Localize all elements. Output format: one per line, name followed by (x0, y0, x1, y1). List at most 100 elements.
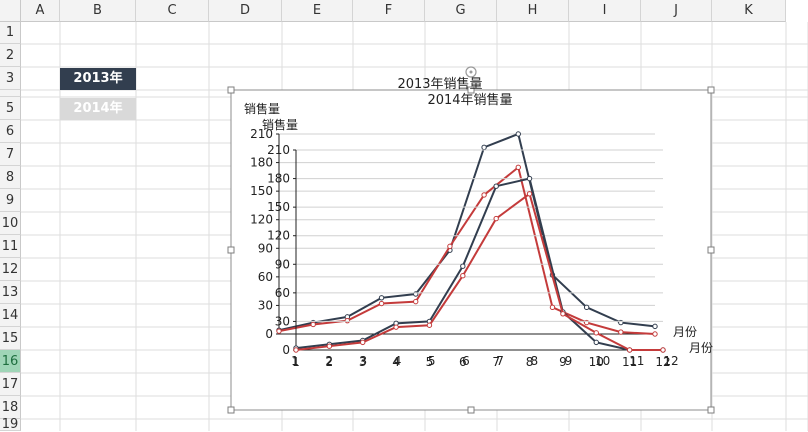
row-header-9[interactable]: 9 (0, 189, 21, 212)
data-point[interactable] (526, 191, 533, 197)
row-header-5[interactable]: 5 (0, 97, 21, 120)
data-point[interactable] (460, 273, 466, 279)
y-tick-label: 180 (267, 172, 290, 186)
x-tick-label: 5 (426, 355, 434, 369)
series-line[interactable] (278, 132, 656, 332)
row-header-3[interactable]: 3 (0, 67, 21, 90)
x-tick-label: 3 (360, 354, 368, 368)
row-header-8[interactable]: 8 (0, 166, 21, 189)
data-point[interactable] (660, 347, 666, 353)
x-tick-label: 8 (526, 355, 534, 369)
row-header-12[interactable]: 12 (0, 258, 21, 281)
chart-resize-handle[interactable] (467, 406, 475, 414)
x-tick-label: 11 (622, 355, 637, 369)
data-point[interactable] (626, 347, 633, 353)
row-header-11[interactable]: 11 (0, 235, 21, 258)
chart-resize-handle[interactable] (227, 246, 235, 254)
data-point[interactable] (493, 215, 499, 222)
data-point[interactable] (618, 329, 624, 335)
data-point[interactable] (378, 295, 385, 301)
column-header-d[interactable]: D (209, 0, 282, 22)
row-header-18[interactable]: 18 (0, 396, 21, 419)
chart-frame[interactable] (230, 89, 712, 411)
column-header-b[interactable]: B (60, 0, 136, 22)
x-tick-label: 4 (392, 355, 400, 369)
data-point[interactable] (276, 328, 282, 334)
data-point[interactable] (652, 331, 658, 337)
data-point[interactable] (493, 183, 499, 189)
row-header-13[interactable]: 13 (0, 281, 21, 304)
data-point[interactable] (481, 192, 487, 198)
data-point[interactable] (447, 243, 453, 250)
x-axis-title[interactable]: 月份 (673, 325, 697, 339)
data-point[interactable] (344, 317, 351, 324)
legend-cell-2013[interactable]: 2013年 (60, 68, 136, 90)
data-point[interactable] (326, 343, 333, 349)
data-point[interactable] (583, 304, 590, 311)
chart-resize-handle[interactable] (227, 406, 235, 414)
column-header-k[interactable]: K (712, 0, 786, 22)
data-point[interactable] (310, 321, 316, 328)
y-tick-label: 60 (275, 286, 290, 300)
data-point[interactable] (652, 323, 658, 330)
column-header-h[interactable]: H (497, 0, 569, 22)
column-header-f[interactable]: F (353, 0, 425, 22)
row-header-15[interactable]: 15 (0, 327, 21, 350)
data-point[interactable] (293, 347, 299, 353)
chart-resize-handle[interactable] (707, 246, 715, 254)
row-header-6[interactable]: 6 (0, 120, 21, 143)
chart-title[interactable]: 2014年销售量 (427, 92, 512, 108)
y-axis-title[interactable]: 销售量 (244, 101, 280, 116)
data-point[interactable] (526, 175, 533, 182)
data-point[interactable] (549, 304, 556, 311)
data-point[interactable] (460, 263, 466, 269)
x-tick-label: 7 (492, 355, 500, 369)
select-all-corner[interactable] (0, 0, 21, 22)
y-tick-label: 180 (250, 156, 273, 170)
row-header-10[interactable]: 10 (0, 212, 21, 235)
data-point[interactable] (393, 324, 399, 330)
chart-resize-handle[interactable] (707, 86, 715, 94)
data-point[interactable] (593, 339, 599, 346)
row-header-2[interactable]: 2 (0, 44, 21, 67)
data-point[interactable] (560, 311, 566, 317)
rotate-handle-icon[interactable] (465, 66, 477, 78)
series-line[interactable] (295, 192, 663, 351)
legend-cell-2014[interactable]: 2014年 (60, 98, 136, 120)
data-point[interactable] (515, 131, 521, 137)
series-line[interactable] (295, 177, 663, 351)
data-point[interactable] (413, 298, 419, 305)
row-header-16[interactable]: 16 (0, 350, 21, 373)
data-point[interactable] (426, 322, 433, 328)
y-tick-label: 120 (250, 213, 273, 227)
data-point[interactable] (481, 144, 487, 151)
column-header-e[interactable]: E (282, 0, 353, 22)
row-header-17[interactable]: 17 (0, 373, 21, 396)
row-header-7[interactable]: 7 (0, 143, 21, 166)
data-point[interactable] (378, 300, 385, 307)
data-point[interactable] (593, 330, 599, 336)
column-header-j[interactable]: J (641, 0, 712, 22)
chart-resize-handle[interactable] (707, 406, 715, 414)
data-point[interactable] (360, 339, 366, 346)
row-header-1[interactable]: 1 (0, 22, 21, 44)
column-header-g[interactable]: G (425, 0, 497, 22)
chart-resize-handle[interactable] (467, 86, 475, 94)
column-header-c[interactable]: C (136, 0, 209, 22)
y-axis-title[interactable]: 销售量 (262, 117, 298, 132)
row-header-19[interactable]: 19 (0, 418, 21, 431)
chart-resize-handle[interactable] (227, 86, 235, 94)
row-header-14[interactable]: 14 (0, 304, 21, 327)
chart-title[interactable]: 2013年销售量 (397, 76, 482, 92)
y-tick-label: 30 (258, 298, 273, 312)
column-header-i[interactable]: I (569, 0, 641, 22)
column-header-a[interactable]: A (21, 0, 60, 22)
x-axis-title[interactable]: 月份 (689, 341, 713, 355)
x-tick-label: 12 (655, 355, 670, 369)
row-header-4[interactable] (0, 90, 21, 97)
data-point[interactable] (515, 164, 521, 171)
